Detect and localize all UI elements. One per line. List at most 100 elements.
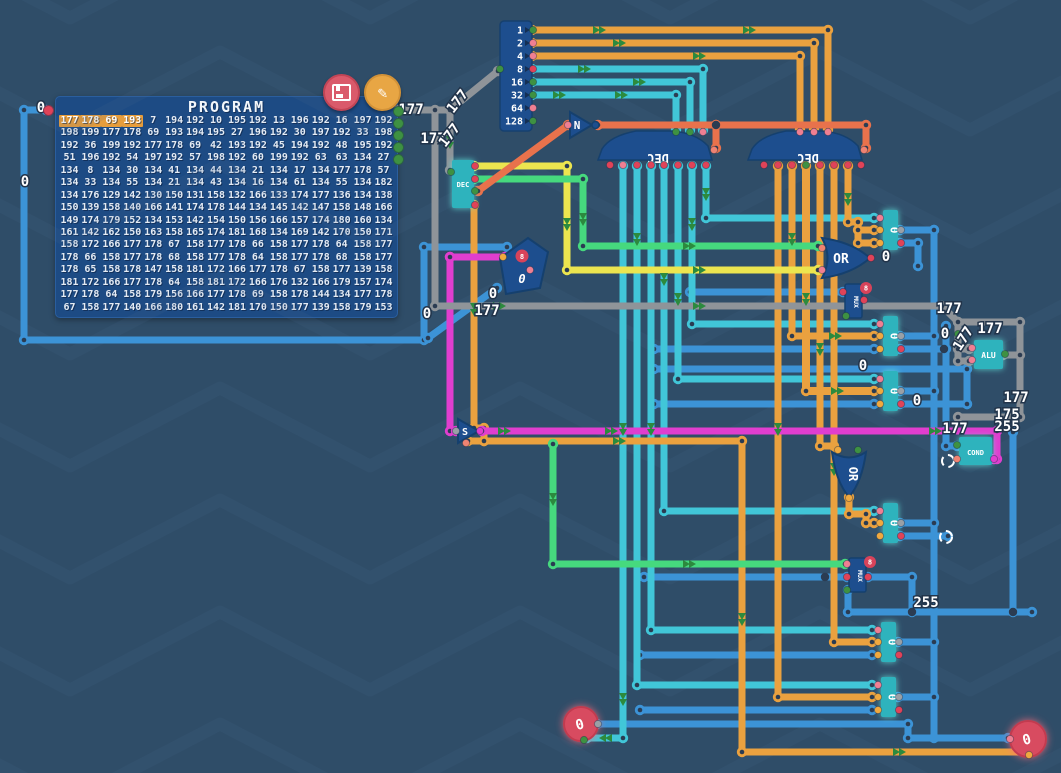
pin-dot[interactable]	[618, 160, 628, 170]
program-cell[interactable]: 165	[186, 226, 205, 238]
wire[interactable]	[424, 284, 501, 342]
program-cell[interactable]: 27	[377, 152, 390, 164]
program-cell[interactable]: 196	[248, 127, 267, 139]
program-cell[interactable]: 54	[126, 152, 139, 164]
program-cell[interactable]: 192	[186, 115, 205, 126]
program-cell[interactable]: 150	[165, 189, 184, 201]
program-cell[interactable]: 27	[230, 127, 243, 139]
program-cell[interactable]: 134	[227, 177, 246, 189]
program-cell[interactable]: 158	[353, 239, 372, 251]
banner-register[interactable]: 08	[498, 236, 550, 296]
program-cell[interactable]: 142	[207, 301, 226, 313]
program-cell[interactable]: 166	[227, 264, 246, 276]
program-address-pin[interactable]	[43, 105, 54, 116]
program-cell[interactable]: 157	[353, 276, 372, 288]
wire[interactable]	[942, 322, 961, 450]
program-cell[interactable]: 177	[248, 264, 267, 276]
pin-dot[interactable]	[843, 160, 853, 170]
program-cell[interactable]: 65	[84, 264, 97, 276]
pin-dot[interactable]	[873, 637, 883, 647]
program-cell[interactable]: 178	[79, 115, 101, 128]
program-cell[interactable]: 178	[165, 139, 184, 151]
wire[interactable]	[660, 162, 878, 515]
program-cell[interactable]: 144	[227, 202, 246, 214]
program-cell[interactable]: 16	[251, 177, 264, 189]
wire[interactable]	[528, 91, 680, 134]
program-cell[interactable]: 7	[150, 115, 157, 126]
pin-dot[interactable]	[1005, 734, 1015, 744]
program-cell[interactable]: 178	[144, 239, 163, 251]
program-cell[interactable]: 68	[168, 251, 181, 263]
program-cell[interactable]: 178	[227, 239, 246, 251]
wire[interactable]	[845, 493, 878, 527]
wire[interactable]	[583, 162, 627, 742]
program-cell[interactable]: 134	[311, 177, 330, 189]
program-cell[interactable]: 193	[121, 115, 143, 128]
pin-dot[interactable]	[475, 426, 485, 436]
pin-dot[interactable]	[833, 445, 843, 455]
program-cell[interactable]: 142	[123, 189, 142, 201]
pin-dot[interactable]	[709, 145, 719, 155]
wire[interactable]	[470, 162, 822, 274]
program-cell[interactable]: 158	[186, 251, 205, 263]
output-display-right[interactable]: 0	[1009, 720, 1047, 758]
program-cell[interactable]: 192	[227, 152, 246, 164]
pin-dot[interactable]	[495, 64, 505, 74]
pin-dot[interactable]	[856, 160, 866, 170]
program-cell[interactable]: 181	[227, 226, 246, 238]
wire[interactable]	[395, 67, 502, 114]
binary-pins-panel[interactable]: 1 2 4 8 16 32 64 128	[499, 20, 533, 132]
program-cell[interactable]: 177	[311, 189, 330, 201]
output-display-left[interactable]: 0	[563, 706, 599, 742]
program-cell[interactable]: 166	[248, 189, 267, 201]
pin-dot[interactable]	[759, 160, 769, 170]
program-cell[interactable]: 134	[353, 189, 372, 201]
pin-dot[interactable]	[470, 161, 480, 171]
wire[interactable]	[633, 162, 876, 689]
program-cell[interactable]: 134	[186, 164, 205, 176]
pin-dot[interactable]	[698, 127, 708, 137]
program-cell[interactable]: 156	[248, 214, 267, 226]
program-cell[interactable]: 177	[374, 251, 393, 263]
program-cell[interactable]: 147	[311, 202, 330, 214]
pin-dot[interactable]	[842, 585, 852, 595]
program-cell[interactable]: 195	[353, 139, 372, 151]
pin-dot[interactable]	[875, 319, 885, 329]
pin-dot[interactable]	[528, 25, 538, 35]
pin-dot[interactable]	[894, 692, 904, 702]
pin-dot[interactable]	[838, 287, 848, 297]
program-output-pin[interactable]	[393, 117, 404, 129]
program-cell[interactable]: 178	[374, 289, 393, 301]
pin-dot[interactable]	[687, 160, 697, 170]
pin-dot[interactable]	[873, 650, 883, 660]
program-cell[interactable]: 69	[251, 289, 264, 301]
pin-dot[interactable]	[894, 650, 904, 660]
program-cell[interactable]: 134	[102, 164, 121, 176]
program-cell[interactable]: 134	[144, 214, 163, 226]
program-cell[interactable]: 166	[144, 202, 163, 214]
program-cell[interactable]: 67	[293, 264, 306, 276]
pin-dot[interactable]	[829, 160, 839, 170]
program-cell[interactable]: 42	[210, 139, 223, 151]
program-cell[interactable]: 134	[248, 202, 267, 214]
pin-dot[interactable]	[817, 243, 827, 253]
program-output-pin[interactable]	[393, 129, 404, 141]
program-cell[interactable]: 171	[374, 226, 393, 238]
program-cell[interactable]: 63	[335, 152, 348, 164]
wire[interactable]	[594, 121, 720, 152]
program-cell[interactable]: 158	[81, 301, 100, 313]
program-cell[interactable]: 158	[186, 239, 205, 251]
program-cell[interactable]: 8	[87, 164, 94, 176]
pin-dot[interactable]	[659, 160, 669, 170]
program-cell[interactable]: 181	[227, 301, 246, 313]
pin-dot[interactable]	[896, 225, 906, 235]
program-cell[interactable]: 192	[123, 139, 142, 151]
program-cell[interactable]: 177	[123, 276, 142, 288]
program-cell[interactable]: 21	[168, 177, 181, 189]
program-cell[interactable]: 172	[81, 239, 100, 251]
wire[interactable]	[774, 162, 876, 701]
program-cell[interactable]: 178	[207, 202, 226, 214]
program-cell[interactable]: 177	[102, 301, 121, 313]
program-cell[interactable]: 163	[144, 226, 163, 238]
wire[interactable]	[446, 253, 460, 435]
